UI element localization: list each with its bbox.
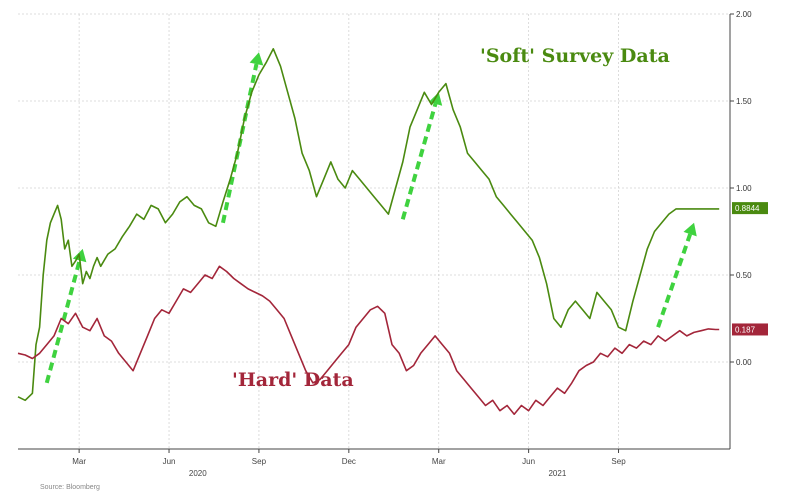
dashed-arrow-line bbox=[44, 259, 82, 384]
y-axis-ticks: 2.00 1.50 1.00 0.50 0.00 bbox=[730, 10, 752, 367]
annotation-hard-data: 'Hard' Data bbox=[232, 369, 354, 391]
y-tick-label: 2.00 bbox=[736, 10, 752, 19]
x-tick-label: Mar bbox=[72, 457, 86, 466]
x-tick-label: Dec bbox=[342, 457, 356, 466]
last-value-text: 0.8844 bbox=[735, 204, 760, 213]
y-tick-label: 0.50 bbox=[736, 271, 752, 280]
dashed-arrow-line bbox=[656, 233, 693, 328]
footer-source: Source: Bloomberg bbox=[40, 484, 100, 491]
last-value-badge bbox=[732, 202, 768, 215]
y-tick-label: 0.00 bbox=[736, 358, 752, 367]
x-tick-label: Sep bbox=[252, 457, 267, 466]
arrow-head-icon bbox=[249, 52, 264, 66]
y-tick-label: 1.50 bbox=[736, 97, 752, 106]
last-value-labels: 0.8844 0.187 bbox=[732, 202, 768, 336]
gridlines bbox=[18, 13, 730, 449]
last-value-text: 0.187 bbox=[735, 325, 756, 334]
annotation-soft-data: 'Soft' Survey Data bbox=[480, 45, 670, 67]
x-tick-label: Jun bbox=[522, 457, 535, 466]
last-value-badge bbox=[732, 323, 768, 336]
soft-data-line bbox=[17, 47, 720, 402]
year-label: 2021 bbox=[548, 469, 566, 478]
hard-data-line bbox=[17, 265, 720, 416]
series-lines bbox=[17, 47, 720, 416]
y-tick-label: 1.00 bbox=[736, 184, 752, 193]
x-tick-label: Mar bbox=[432, 457, 446, 466]
year-label: 2020 bbox=[189, 469, 207, 478]
arrow-head-icon bbox=[683, 222, 697, 237]
x-tick-label: Sep bbox=[611, 457, 626, 466]
x-tick-label: Jun bbox=[163, 457, 176, 466]
x-axis-ticks: Mar Jun Sep Dec Mar Jun Sep 2020 2021 bbox=[72, 449, 626, 478]
dashed-arrow-line bbox=[400, 103, 438, 220]
